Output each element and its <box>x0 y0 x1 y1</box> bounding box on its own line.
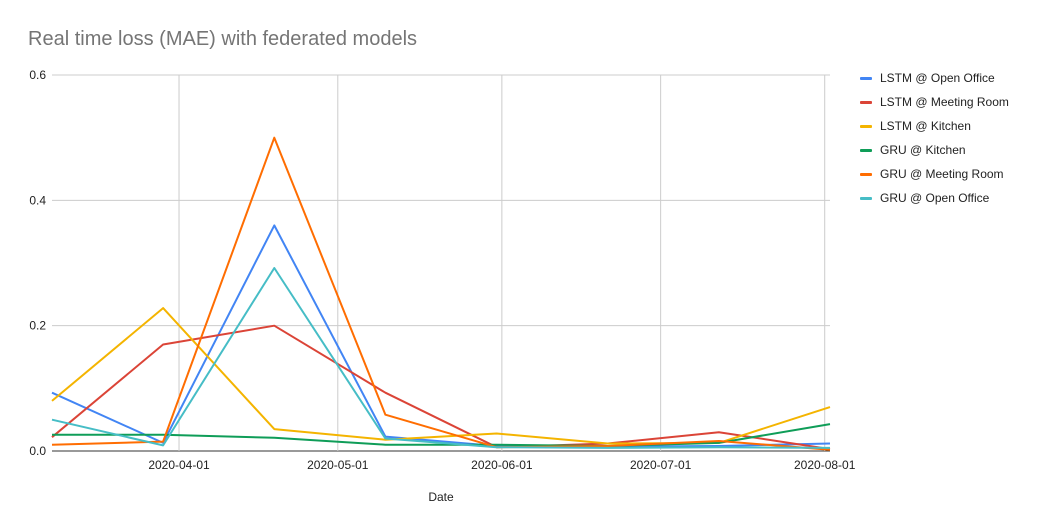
x-tick-label: 2020-06-01 <box>471 458 533 472</box>
legend-item: GRU @ Kitchen <box>860 138 1009 162</box>
legend-label: GRU @ Meeting Room <box>880 167 1004 181</box>
legend-swatch <box>860 100 872 104</box>
legend-swatch <box>860 124 872 128</box>
x-tick-label: 2020-05-01 <box>307 458 369 472</box>
legend-label: LSTM @ Meeting Room <box>880 95 1009 109</box>
legend-item: LSTM @ Open Office <box>860 66 1009 90</box>
chart-title: Real time loss (MAE) with federated mode… <box>28 28 418 50</box>
legend-swatch <box>860 172 872 176</box>
legend-label: GRU @ Open Office <box>880 191 990 205</box>
x-tick-label: 2020-07-01 <box>630 458 692 472</box>
y-tick-label: 0.2 <box>29 319 46 333</box>
series-line <box>52 423 831 447</box>
grid-lines <box>52 74 830 452</box>
series-line <box>51 307 831 445</box>
x-axis-ticks: 2020-04-01 2020-05-01 2020-06-01 2020-07-01… <box>148 458 855 472</box>
legend-swatch <box>860 76 872 80</box>
legend-item: GRU @ Open Office <box>860 186 1009 210</box>
y-tick-label: 0.6 <box>29 68 46 82</box>
series-line <box>51 324 831 451</box>
y-tick-label: 0.0 <box>29 444 46 458</box>
legend-swatch <box>860 148 872 152</box>
y-tick-label: 0.4 <box>29 193 46 207</box>
series-lines <box>51 136 831 451</box>
x-tick-label: 2020-04-01 <box>148 458 210 472</box>
legend-label: LSTM @ Kitchen <box>880 119 971 133</box>
legend-label: GRU @ Kitchen <box>880 143 966 157</box>
y-axis-ticks: 0.0 0.2 0.4 0.6 <box>29 68 46 458</box>
series-line <box>51 224 831 448</box>
legend: LSTM @ Open Office LSTM @ Meeting Room LST… <box>860 66 1009 210</box>
series-line <box>51 136 831 451</box>
legend-label: LSTM @ Open Office <box>880 71 995 85</box>
legend-swatch <box>860 196 872 200</box>
series-line <box>51 267 831 449</box>
legend-item: LSTM @ Meeting Room <box>860 90 1009 114</box>
legend-item: LSTM @ Kitchen <box>860 114 1009 138</box>
legend-item: GRU @ Meeting Room <box>860 162 1009 186</box>
x-tick-label: 2020-08-01 <box>794 458 856 472</box>
x-axis-title: Date <box>428 490 454 504</box>
